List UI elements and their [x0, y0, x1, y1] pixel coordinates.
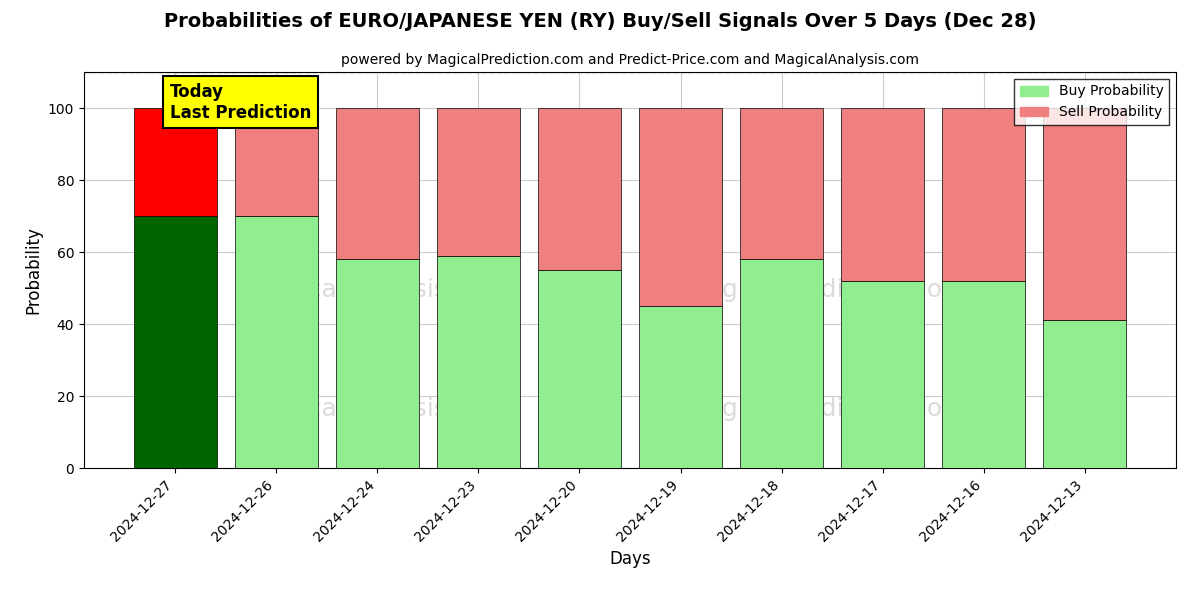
Bar: [336, 108, 419, 259]
Legend: Buy Probability, Sell Probability: Buy Probability, Sell Probability: [1014, 79, 1169, 125]
Bar: [942, 281, 1025, 468]
Bar: [538, 108, 620, 270]
Text: MagicalAnalysis.com: MagicalAnalysis.com: [248, 278, 509, 302]
Bar: [740, 259, 823, 468]
Bar: [740, 108, 823, 259]
Bar: [235, 108, 318, 216]
Bar: [1044, 108, 1127, 320]
Text: Today
Last Prediction: Today Last Prediction: [170, 83, 312, 122]
Text: Probabilities of EURO/JAPANESE YEN (RY) Buy/Sell Signals Over 5 Days (Dec 28): Probabilities of EURO/JAPANESE YEN (RY) …: [163, 12, 1037, 31]
Bar: [437, 108, 520, 256]
Bar: [640, 108, 722, 306]
Y-axis label: Probability: Probability: [24, 226, 42, 314]
Bar: [942, 108, 1025, 281]
Bar: [1044, 320, 1127, 468]
Text: MagicalPrediction.com: MagicalPrediction.com: [686, 278, 967, 302]
Bar: [437, 256, 520, 468]
Bar: [336, 259, 419, 468]
Bar: [235, 216, 318, 468]
Text: MagicalAnalysis.com: MagicalAnalysis.com: [248, 397, 509, 421]
Text: MagicalPrediction.com: MagicalPrediction.com: [686, 397, 967, 421]
Bar: [841, 108, 924, 281]
Bar: [538, 270, 620, 468]
X-axis label: Days: Days: [610, 550, 650, 568]
Bar: [841, 281, 924, 468]
Bar: [640, 306, 722, 468]
Title: powered by MagicalPrediction.com and Predict-Price.com and MagicalAnalysis.com: powered by MagicalPrediction.com and Pre…: [341, 53, 919, 67]
Bar: [133, 108, 216, 216]
Bar: [133, 216, 216, 468]
